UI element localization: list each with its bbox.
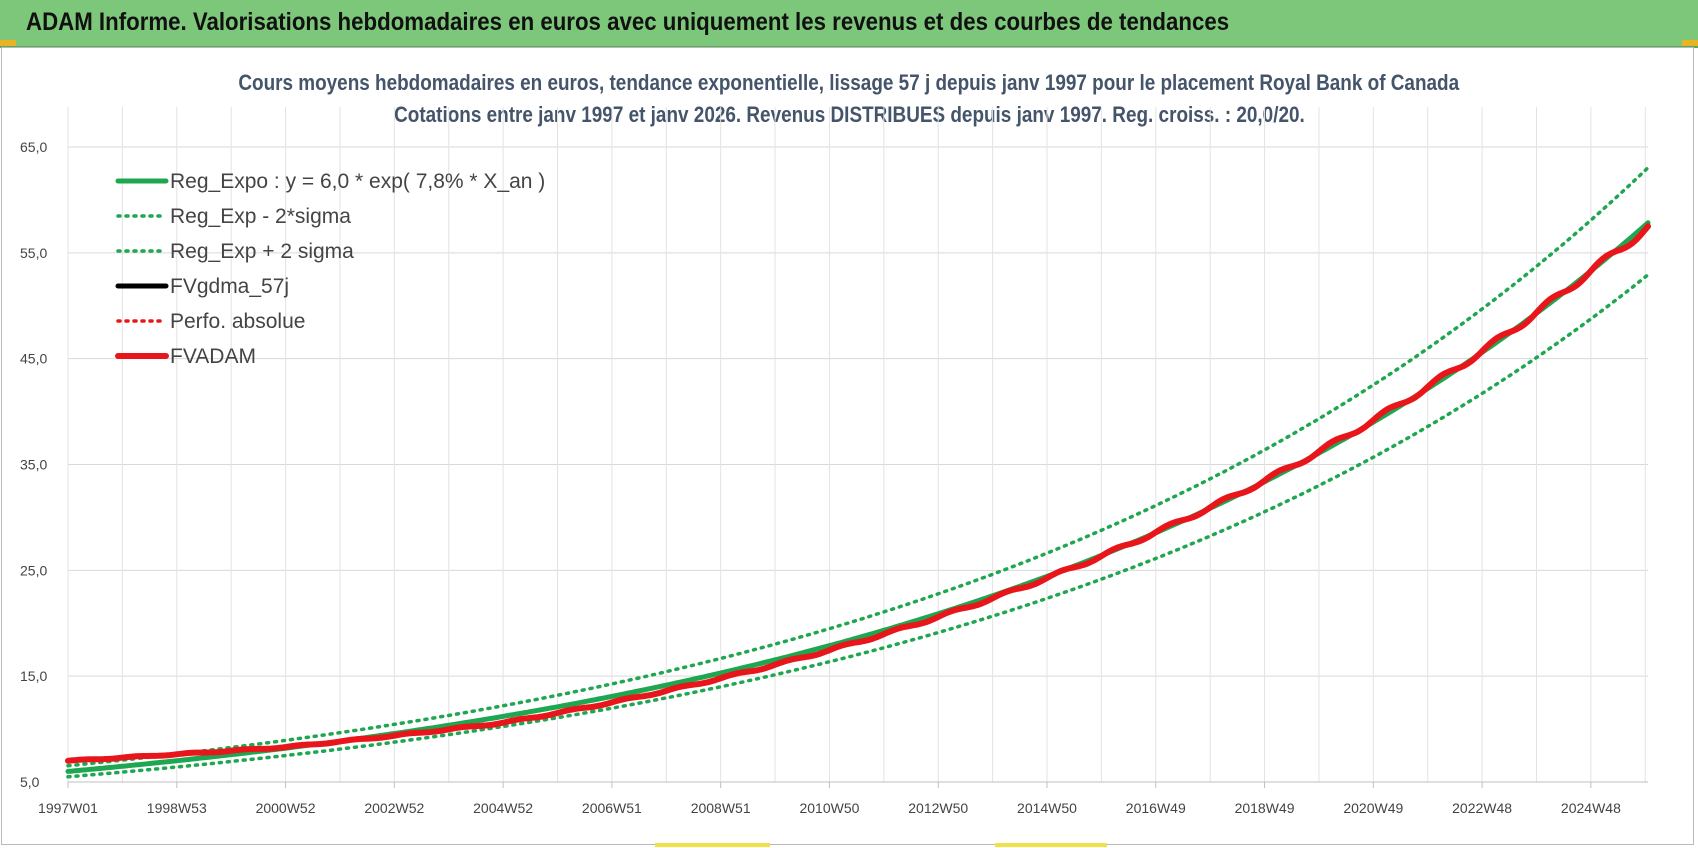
bottom-accent-left xyxy=(655,843,770,847)
y-tick-label: 5,0 xyxy=(20,774,40,790)
corner-marker-left xyxy=(0,40,16,46)
chart-title-line-2: Cotations entre janv 1997 et janv 2026. … xyxy=(393,102,1305,127)
chart-title-line-1: Cours moyens hebdomadaires en euros, ten… xyxy=(238,70,1460,95)
legend-label: FVgdma_57j xyxy=(170,275,289,298)
legend-label: FVADAM xyxy=(170,345,256,368)
report-banner: ADAM Informe. Valorisations hebdomadaire… xyxy=(0,0,1698,48)
series-line-0 xyxy=(65,220,1651,774)
report-title: ADAM Informe. Valorisations hebdomadaire… xyxy=(26,8,1230,36)
y-tick-label: 65,0 xyxy=(20,139,47,155)
x-tick-label: 2020W49 xyxy=(1343,800,1403,816)
bottom-accent-right xyxy=(995,843,1107,847)
y-tick-label: 45,0 xyxy=(20,351,47,367)
legend-label: Perfo. absolue xyxy=(170,310,305,333)
x-tick-label: 1997W01 xyxy=(38,800,98,816)
series-line-5 xyxy=(65,223,1651,764)
x-tick-label: 2006W51 xyxy=(582,800,642,816)
x-tick-label: 2010W50 xyxy=(799,800,859,816)
series-line-4 xyxy=(66,224,1650,763)
x-tick-label: 2002W52 xyxy=(364,800,424,816)
x-tick-label: 2008W51 xyxy=(691,800,751,816)
y-tick-label: 35,0 xyxy=(20,457,47,473)
series-line-1 xyxy=(66,273,1650,779)
x-tick-label: 2004W52 xyxy=(473,800,533,816)
y-tick-label: 55,0 xyxy=(20,245,47,261)
corner-marker-right xyxy=(1682,40,1698,46)
x-tick-label: 2018W49 xyxy=(1235,800,1295,816)
legend-label: Reg_Expo : y = 6,0 * exp( 7,8% * X_an ) xyxy=(170,170,545,193)
x-tick-label: 2000W52 xyxy=(256,800,316,816)
legend-label: Reg_Exp + 2 sigma xyxy=(170,240,354,263)
x-tick-label: 2016W49 xyxy=(1126,800,1186,816)
y-tick-label: 25,0 xyxy=(20,562,47,578)
x-tick-label: 2012W50 xyxy=(908,800,968,816)
y-tick-label: 15,0 xyxy=(20,668,47,684)
series-line-2 xyxy=(66,165,1650,768)
legend-label: Reg_Exp - 2*sigma xyxy=(170,205,351,228)
x-tick-label: 1998W53 xyxy=(147,800,207,816)
x-tick-label: 2024W48 xyxy=(1561,800,1621,816)
chart-frame xyxy=(1,47,1694,845)
x-tick-label: 2014W50 xyxy=(1017,800,1077,816)
series-line-3 xyxy=(65,223,1651,764)
x-tick-label: 2022W48 xyxy=(1452,800,1512,816)
